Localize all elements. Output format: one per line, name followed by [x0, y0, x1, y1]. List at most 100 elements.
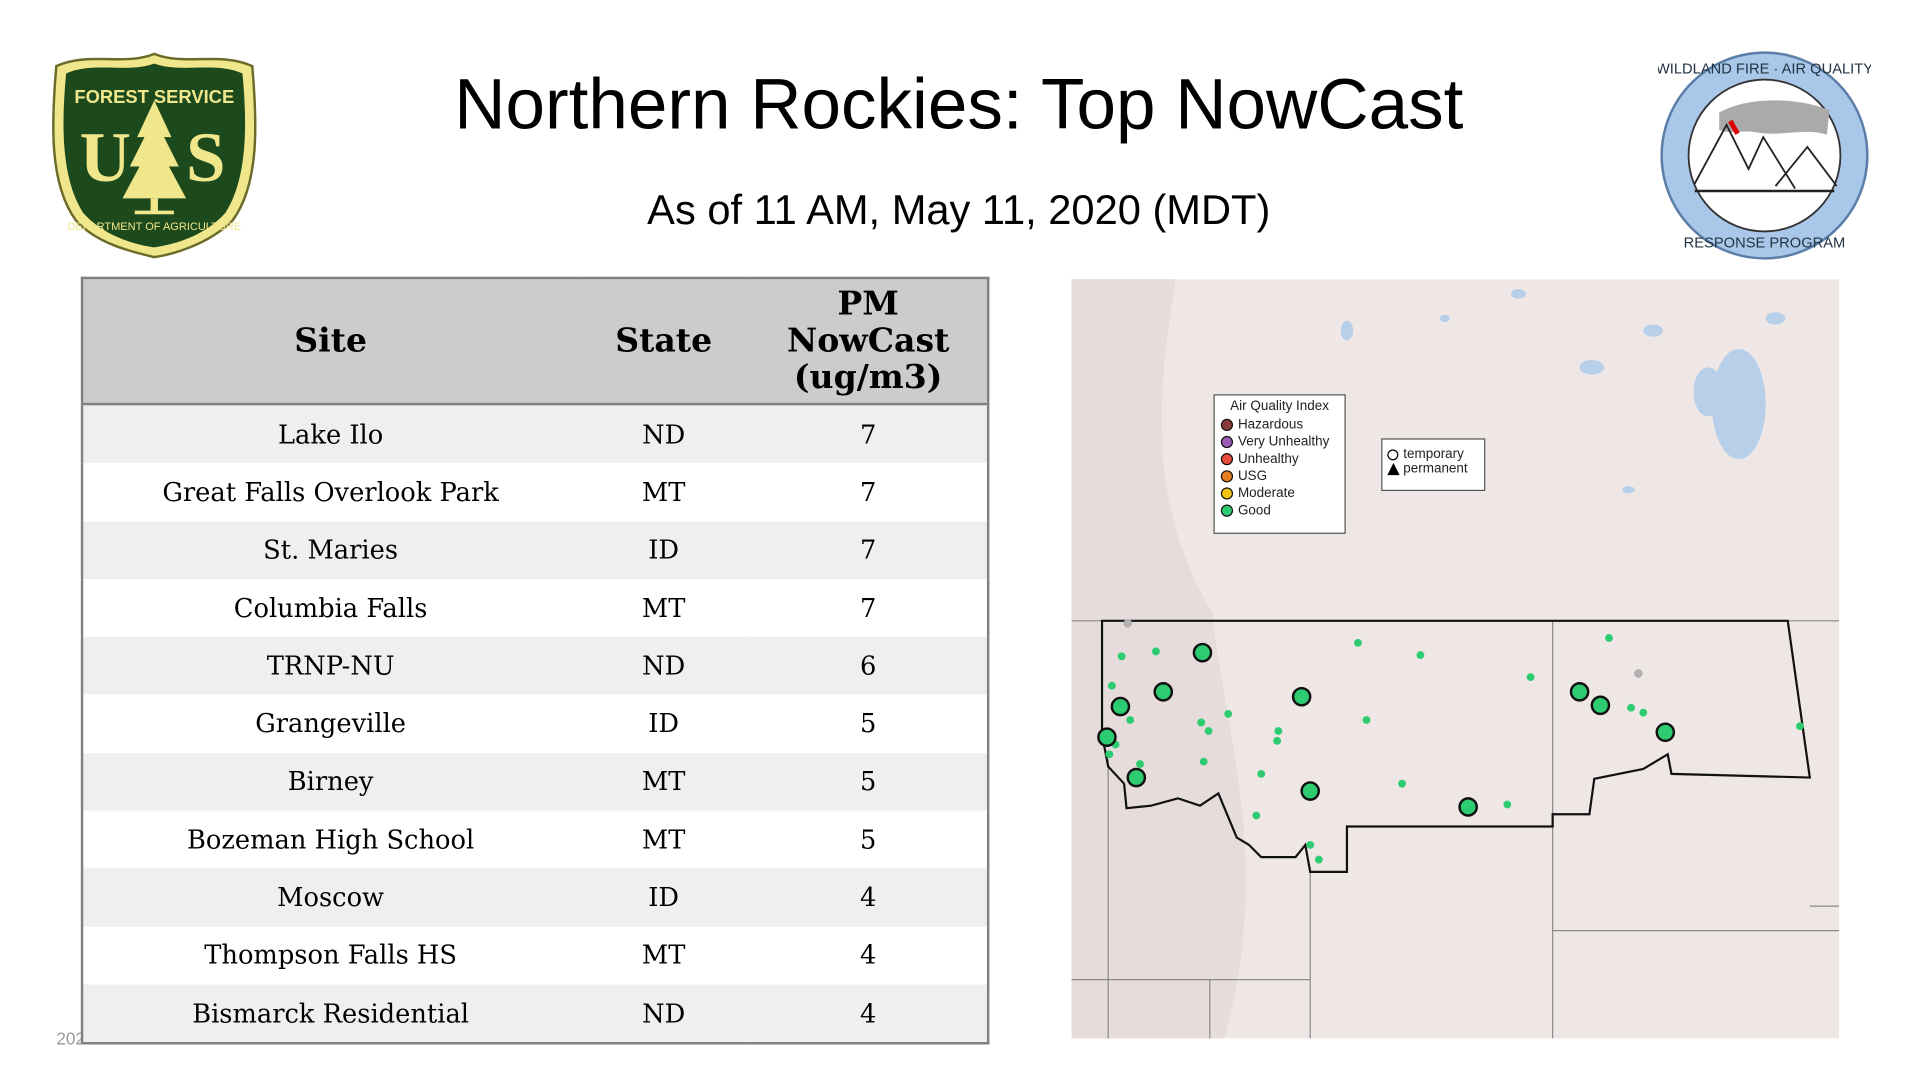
monitor-point-top-site [1110, 696, 1131, 717]
cell-nowcast: 7 [859, 593, 877, 623]
monitor-point-permanent [1126, 716, 1135, 724]
cell-site: Great Falls Overlook Park [162, 477, 499, 507]
table-row: Great Falls Overlook Park MT 7 [82, 463, 988, 521]
cell-site: Columbia Falls [233, 593, 428, 623]
page-title: Northern Rockies: Top NowCast [454, 64, 1464, 145]
svg-text:FOREST SERVICE: FOREST SERVICE [74, 86, 234, 107]
aqi-map[interactable]: Air Quality Index Hazardous Very Unhealth… [1071, 279, 1840, 1039]
cell-nowcast: 7 [749, 521, 989, 580]
cell-state: MT [641, 940, 686, 971]
column-header-line: NowCast [786, 321, 950, 360]
monitor-point-top-site [1300, 781, 1321, 801]
legend-label: Moderate [1237, 486, 1295, 501]
legend-item-temporary: temporary [1387, 447, 1484, 462]
monitor-point-permanent [1605, 634, 1613, 642]
monitor-point-permanent [1314, 855, 1323, 864]
legend-item: Moderate [1220, 485, 1345, 502]
legend-label: USG [1237, 468, 1268, 484]
wildland-fire-air-quality-logo: WILDLAND FIRE · AIR QUALITY RESPONSE PRO… [1658, 51, 1871, 260]
lake [1622, 486, 1635, 494]
table-row: St. Maries ID 7 [82, 521, 989, 580]
monitor-point-top-site [1097, 727, 1117, 747]
triangle-icon [1387, 462, 1400, 476]
cell-state: MT [641, 824, 686, 855]
legend-label: temporary [1403, 446, 1464, 462]
legend-item: Unhealthy [1220, 451, 1345, 468]
legend-title: Air Quality Index [1230, 399, 1329, 414]
column-header-line: PM [837, 284, 899, 323]
table-row: Bozeman High School MT 5 [82, 811, 988, 869]
cell-nowcast: 6 [749, 636, 989, 695]
column-header-state: State [577, 277, 750, 406]
svg-text:DEPARTMENT OF AGRICULTURE: DEPARTMENT OF AGRICULTURE [67, 221, 241, 233]
lake [1643, 324, 1663, 337]
cell-nowcast: 4 [859, 940, 877, 971]
forest-service-logo: FOREST SERVICE U S DEPARTMENT OF AGRICUL… [52, 52, 257, 259]
legend-label: Very Unhealthy [1237, 434, 1330, 450]
svg-text:WILDLAND FIRE · AIR QUALITY: WILDLAND FIRE · AIR QUALITY [1658, 61, 1871, 77]
lake [1440, 314, 1450, 323]
monitor-point-permanent [1274, 727, 1283, 735]
cell-nowcast: 4 [749, 868, 989, 927]
table-row: Bismarck Residential ND 4 [82, 984, 989, 1044]
monitor-point-permanent [1136, 760, 1144, 769]
cell-site: Grangeville [255, 709, 407, 739]
table-row: Grangeville ID 5 [82, 695, 988, 753]
monitor-point-permanent [1306, 840, 1315, 849]
table-row: Lake Ilo ND 7 [82, 404, 989, 464]
cell-state: ND [577, 404, 750, 464]
cell-site: Moscow [82, 868, 578, 927]
lake [1765, 312, 1786, 325]
legend-item: Hazardous [1220, 416, 1345, 433]
monitor-point-permanent [1526, 673, 1535, 682]
monitor-point-permanent [1627, 703, 1635, 712]
monitor-point-permanent [1362, 716, 1371, 724]
monitor-point-permanent [1224, 709, 1233, 718]
legend-item: Very Unhealthy [1220, 433, 1345, 450]
region-outline [1100, 619, 1812, 873]
legend-item: Good [1220, 502, 1345, 519]
legend-label: permanent [1403, 461, 1468, 477]
cell-site: Bozeman High School [187, 824, 475, 855]
legend-item-permanent: permanent [1387, 461, 1484, 477]
cell-nowcast: 4 [749, 984, 989, 1044]
cell-nowcast: 7 [859, 477, 877, 507]
monitor-point-top-site [1291, 686, 1312, 707]
aqi-circle-icon [1220, 487, 1234, 500]
monitor-point-permanent [1257, 769, 1266, 778]
cell-site: St. Maries [82, 521, 578, 580]
cell-site: Bismarck Residential [82, 984, 578, 1044]
column-header-line: (ug/m3) [793, 358, 943, 397]
monitor-point-top-site [1590, 695, 1611, 716]
monitor-point-no-data [1123, 618, 1133, 628]
monitor-point-permanent [1398, 779, 1406, 788]
cell-nowcast: 5 [749, 752, 989, 811]
terrain-shading [1071, 279, 1246, 1039]
cell-state: MT [641, 477, 686, 507]
table-header-row: Site State PM NowCast (ug/m3) [82, 277, 989, 406]
monitor-point-permanent [1117, 652, 1126, 661]
lake [1340, 320, 1354, 341]
table-row: Columbia Falls MT 7 [82, 579, 988, 637]
svg-text:S: S [186, 119, 226, 197]
cell-nowcast: 7 [749, 404, 989, 464]
monitor-point-no-data [1634, 669, 1643, 678]
cell-site: Birney [82, 752, 578, 811]
cell-site: Lake Ilo [82, 404, 578, 464]
monitor-point-permanent [1252, 811, 1261, 820]
aqi-circle-icon [1220, 470, 1234, 483]
legend-label: Good [1237, 503, 1271, 518]
cell-state: ID [577, 868, 750, 927]
lake [1579, 360, 1605, 375]
monitor-point-permanent [1639, 708, 1648, 717]
site-type-legend: temporary permanent [1381, 438, 1486, 492]
aqi-circle-icon [1220, 418, 1234, 432]
column-header-site: Site [82, 277, 578, 406]
monitor-point-top-site [1192, 642, 1213, 663]
monitor-point-permanent [1199, 757, 1208, 766]
cell-state: MT [577, 752, 750, 811]
circle-icon [1387, 448, 1399, 460]
cell-state: ID [648, 709, 680, 739]
monitor-point-top-site [1655, 722, 1676, 743]
monitor-point-permanent [1204, 727, 1213, 735]
